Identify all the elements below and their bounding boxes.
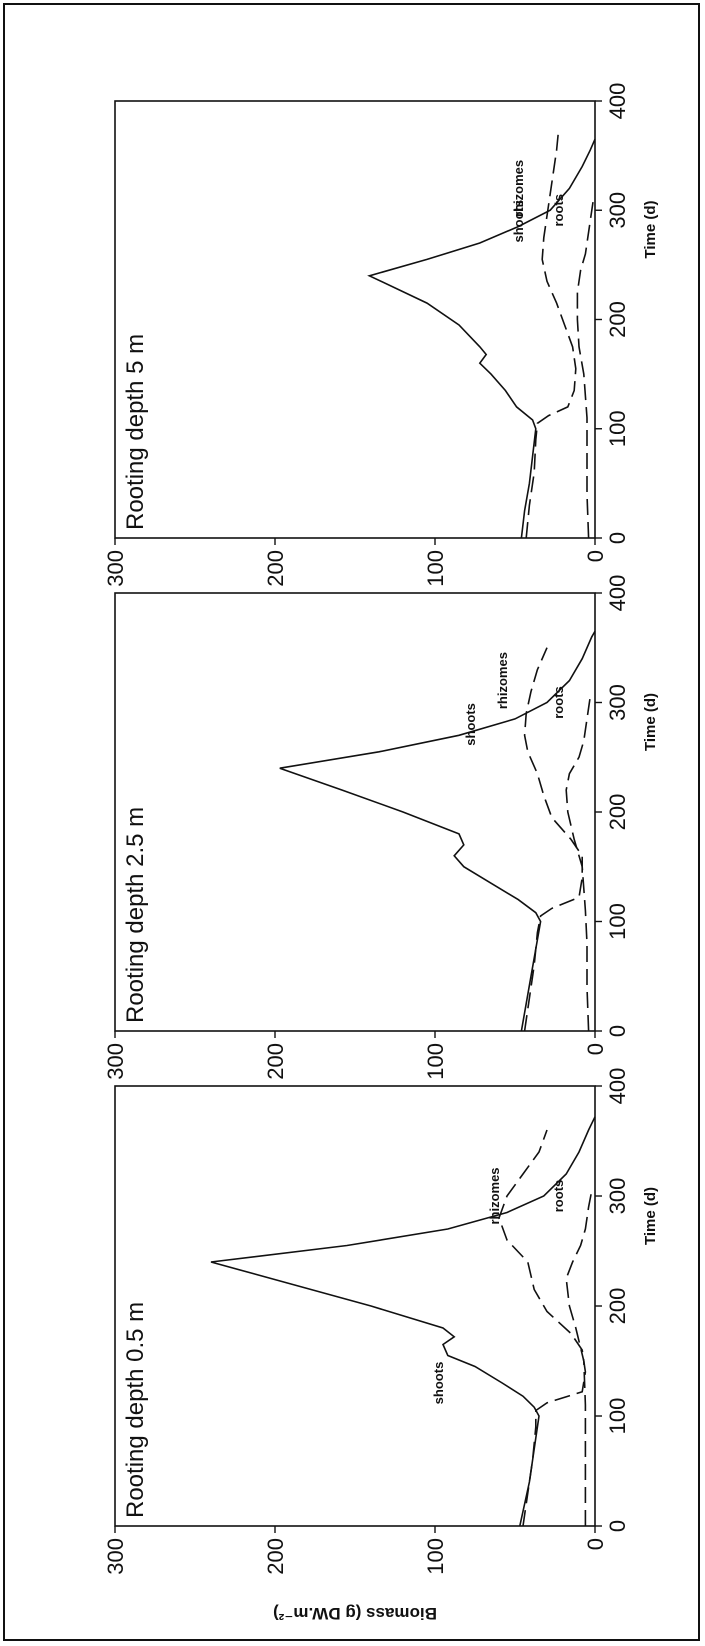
series-line-roots: [565, 696, 591, 1032]
x-axis-label: Time (d): [642, 1187, 659, 1245]
x-tick-label: 100: [605, 410, 630, 447]
series-label-shoots: shoots: [431, 1362, 446, 1405]
series-label-roots: roots: [551, 194, 566, 227]
y-tick-label: 300: [103, 1043, 128, 1080]
y-tick-label: 300: [103, 550, 128, 587]
chart-title: Rooting depth 0.5 m: [122, 1302, 149, 1518]
series-line-roots: [565, 1190, 593, 1526]
series-label-shoots: shoots: [511, 200, 526, 243]
y-tick-label: 100: [423, 1538, 448, 1575]
x-tick-label: 400: [605, 83, 630, 120]
x-tick-label: 300: [605, 1178, 630, 1215]
series-line-shoots: [367, 138, 596, 539]
series-label-roots: roots: [551, 1180, 566, 1213]
x-tick-label: 100: [605, 1398, 630, 1435]
x-tick-label: 300: [605, 192, 630, 229]
y-tick-label: 200: [263, 550, 288, 587]
y-tick-label: 0: [583, 550, 608, 562]
plot-area: [114, 592, 596, 1032]
chart-panel-3: Rooting depth 5 m 0 100 200 300 0 100 200 300 400…: [103, 83, 659, 587]
y-tick-label: 0: [583, 1538, 608, 1550]
series-label-roots: roots: [551, 686, 566, 719]
x-tick-label: 300: [605, 684, 630, 721]
y-tick-label: 200: [263, 1538, 288, 1575]
y-tick-label: 200: [263, 1043, 288, 1080]
series-line-rhizomes: [498, 1129, 587, 1527]
y-tick-label: 300: [103, 1538, 128, 1575]
x-tick-label: 200: [605, 794, 630, 831]
x-tick-label: 200: [605, 1288, 630, 1325]
series-label-rhizomes: rhizomes: [495, 652, 510, 709]
series-line-rhizomes: [525, 133, 577, 539]
y-tick-label: 100: [423, 550, 448, 587]
y-tick-label: 0: [583, 1043, 608, 1055]
x-axis-label: Time (d): [642, 693, 659, 751]
series-line-rhizomes: [523, 647, 583, 1032]
x-tick-label: 0: [605, 1520, 630, 1532]
chart-panel-1: Rooting depth 0.5 m 0 100 200 300 0 100 200 300 4…: [103, 1068, 659, 1575]
y-axis-label: Biomass (g DW.m⁻²): [273, 1604, 437, 1623]
series-label-shoots: shoots: [463, 703, 478, 746]
x-tick-label: 200: [605, 301, 630, 338]
series-line-shoots: [279, 630, 596, 1032]
x-tick-label: 100: [605, 903, 630, 940]
series-line-shoots: [210, 1116, 596, 1527]
x-axis-label: Time (d): [642, 200, 659, 258]
x-tick-label: 400: [605, 1068, 630, 1105]
chart-title: Rooting depth 5 m: [122, 334, 149, 530]
series-line-roots: [576, 199, 595, 539]
chart-panel-2: Rooting depth 2.5 m 0 100 200 300 0 100 200 300 4…: [103, 575, 659, 1080]
x-tick-label: 0: [605, 532, 630, 544]
plot-area: [114, 1085, 596, 1527]
x-tick-label: 0: [605, 1025, 630, 1037]
figure-frame: [3, 3, 700, 1641]
x-tick-label: 400: [605, 575, 630, 612]
series-label-rhizomes: rhizomes: [511, 160, 526, 217]
chart-title: Rooting depth 2.5 m: [122, 807, 149, 1023]
series-label-rhizomes: rhizomes: [487, 1167, 502, 1224]
y-tick-label: 100: [423, 1043, 448, 1080]
